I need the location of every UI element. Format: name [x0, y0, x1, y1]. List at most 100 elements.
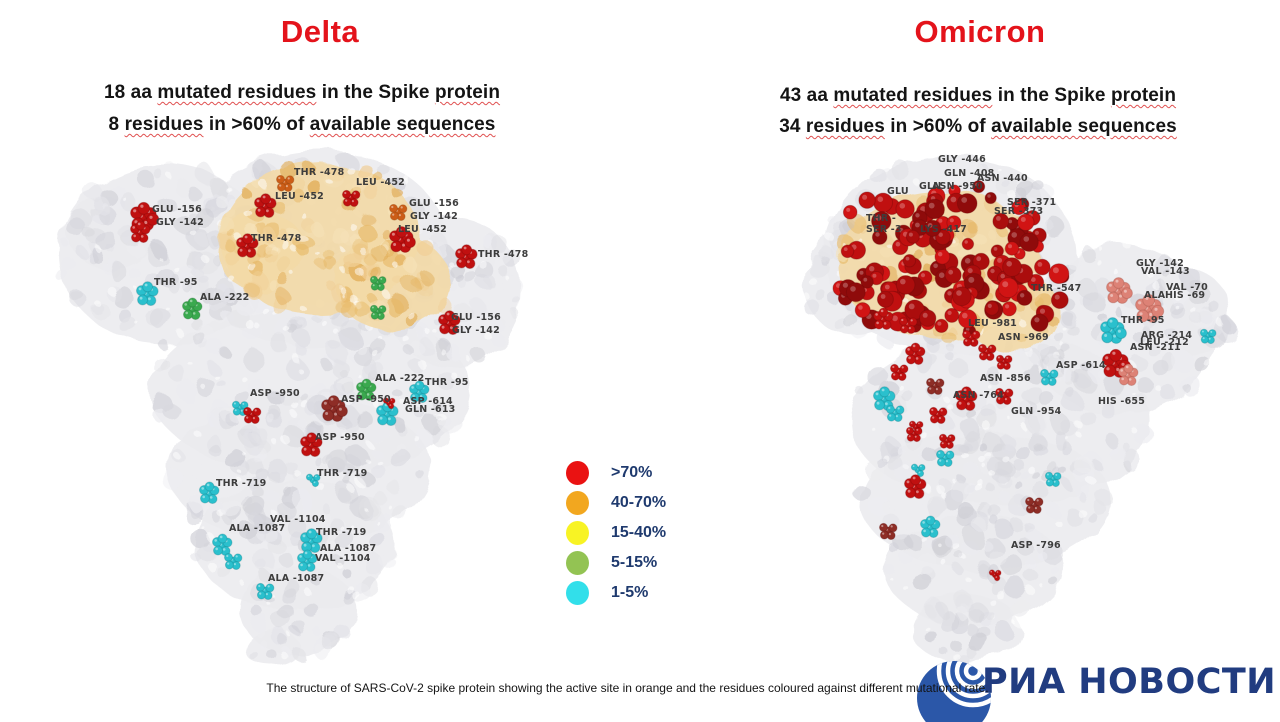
residue-label: GLN	[919, 181, 942, 192]
residue-label: ASP -950	[250, 388, 300, 399]
residue-label: SER -3	[866, 224, 902, 235]
subtitle-text: residues	[805, 116, 885, 137]
residue-label: ASP -796	[1011, 540, 1061, 551]
subtitle-text: mutated residues	[833, 85, 993, 106]
residue-label: LEU -212	[1140, 337, 1189, 348]
residue-label: ASP -614	[1056, 360, 1106, 371]
legend-item: >70%	[566, 458, 666, 488]
legend-label: 15-40%	[611, 524, 667, 541]
legend-color-dot	[566, 551, 589, 575]
subtitle-text: in the Spike	[316, 82, 435, 103]
residue-label: ASP -950	[315, 432, 365, 443]
legend-item: 15-40%	[566, 518, 666, 548]
residue-label: SER -373	[994, 206, 1044, 217]
residue-label: GLY -142	[452, 325, 500, 336]
residue-label: VAL -143	[1141, 266, 1190, 277]
omicron-title: Omicron	[914, 14, 1046, 49]
residue-label: ASN -950	[932, 181, 983, 192]
residue-label: ALA -1087	[320, 543, 377, 554]
residue-label: GLN -408	[944, 168, 995, 179]
subtitle-text: residues	[124, 114, 204, 135]
legend-item: 5-15%	[566, 548, 666, 578]
residue-label: ASP -950	[341, 394, 391, 405]
ria-novosti-logo: РИА НОВОСТИ	[916, 650, 1276, 722]
omicron-red-mutation-mass	[832, 180, 1070, 338]
residue-label: GLN -613	[405, 404, 456, 415]
residue-label: VAL -1104	[270, 514, 326, 525]
subtitle-text: available sequences	[309, 114, 496, 135]
residue-label: LEU -452	[275, 191, 324, 202]
residue-label: THR -478	[478, 249, 529, 260]
residue-label: SER -371	[1007, 197, 1057, 208]
residue-label: ARG -214	[1141, 330, 1193, 341]
residue-label: GLU -156	[152, 204, 202, 215]
legend-label: 40-70%	[611, 494, 667, 511]
ria-novosti-wordmark: РИА НОВОСТИ	[982, 662, 1277, 702]
residue-label: THR -478	[294, 167, 345, 178]
subtitle-text: 43 aa	[779, 85, 834, 106]
residue-label: THR -719	[316, 527, 367, 538]
residue-label: THR -719	[317, 468, 368, 479]
residue-label: THR -547	[1031, 283, 1082, 294]
residue-label: THR -478	[251, 233, 302, 244]
subtitle-text: 34	[779, 116, 806, 137]
legend-item: 1-5%	[566, 578, 666, 608]
residue-label: GLY -142	[156, 217, 204, 228]
subtitle-text: 8	[108, 114, 125, 135]
ria-globe-icon	[917, 661, 991, 722]
legend-color-dot	[566, 521, 589, 545]
residue-label: LEU -981	[968, 318, 1017, 329]
residue-label: ALA -1087	[229, 523, 286, 534]
residue-label: LEU -452	[398, 224, 447, 235]
residue-label: GLU -156	[409, 198, 459, 209]
residue-label: ASN -211	[1130, 342, 1181, 353]
mutation-rate-legend: >70% 40-70% 15-40% 5-15% 1-5%	[566, 458, 666, 608]
subtitle-text: in >60% of	[884, 116, 992, 137]
residue-label: VAL -1104	[315, 553, 371, 564]
residue-label: THR -95	[1121, 315, 1165, 326]
legend-label: 1-5%	[611, 584, 649, 601]
residue-label: THR -95	[425, 377, 469, 388]
residue-label: GLN -954	[1011, 406, 1062, 417]
subtitle-text: 18 aa	[103, 82, 158, 103]
residue-label: ASN -764	[953, 390, 1004, 401]
residue-label: ASN -440	[977, 173, 1028, 184]
residue-label: HIS -69	[1165, 290, 1206, 301]
residue-label: ALA	[1144, 290, 1166, 301]
residue-label: LYS -417	[920, 224, 967, 235]
residue-label: ALA -1087	[268, 573, 325, 584]
residue-label: GLY -142	[1136, 258, 1184, 269]
omicron-subtitle-line2: 34 residues in >60% of available sequenc…	[718, 116, 1238, 138]
residue-label: ALA -222	[200, 292, 250, 303]
residue-label: GLU -156	[451, 312, 501, 323]
delta-subtitle-line2: 8 residues in >60% of available sequence…	[42, 114, 562, 136]
residue-label: ASN -856	[980, 373, 1031, 384]
legend-item: 40-70%	[566, 488, 666, 518]
residue-label: THR -719	[216, 478, 267, 489]
residue-label: ASP -614	[403, 396, 453, 407]
residue-label: HIS -655	[1098, 396, 1146, 407]
subtitle-text: mutated residues	[157, 82, 317, 103]
subtitle-text: protein	[1110, 85, 1177, 106]
subtitle-text: available sequences	[991, 116, 1177, 137]
residue-sphere-clusters	[130, 174, 1217, 600]
legend-color-dot	[566, 461, 589, 485]
residue-label: THR -	[866, 213, 896, 224]
residue-label: LEU -452	[356, 177, 405, 188]
legend-label: >70%	[611, 464, 653, 481]
figure-caption: The structure of SARS-CoV-2 spike protei…	[266, 681, 989, 695]
residue-label: GLY -142	[410, 211, 458, 222]
delta-title: Delta	[280, 14, 360, 49]
delta-subtitle-line1: 18 aa mutated residues in the Spike prot…	[42, 82, 562, 104]
subtitle-text: in the Spike	[992, 85, 1111, 106]
residue-label: THR -95	[154, 277, 198, 288]
legend-label: 5-15%	[611, 554, 658, 571]
legend-color-dot	[566, 581, 589, 605]
subtitle-text: in >60% of	[203, 114, 310, 135]
residue-label: GLY -446	[938, 154, 986, 165]
residue-label: VAL -70	[1166, 282, 1208, 293]
residue-label: ASN -969	[998, 332, 1049, 343]
delta-spike-surface	[57, 150, 525, 666]
